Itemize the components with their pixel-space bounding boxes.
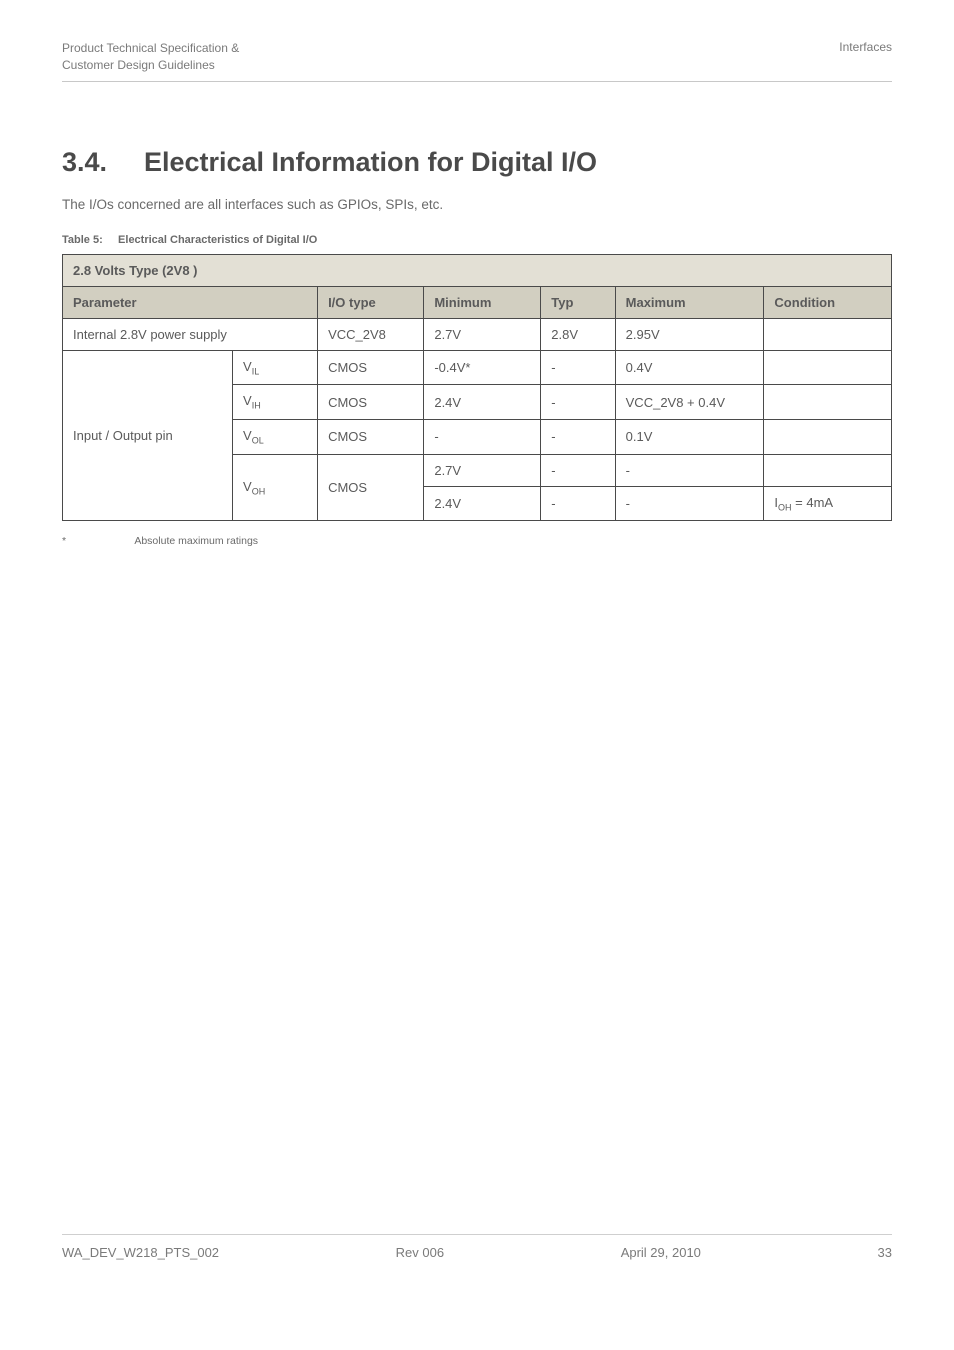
- cell-typ: -: [541, 419, 615, 454]
- cell-iotype: VCC_2V8: [318, 318, 424, 350]
- footnote: * Absolute maximum ratings: [62, 535, 892, 547]
- section-title-text: Electrical Information for Digital I/O: [144, 147, 597, 177]
- col-parameter: Parameter: [63, 286, 318, 318]
- cell-iotype: CMOS: [318, 385, 424, 420]
- col-condition: Condition: [764, 286, 892, 318]
- page-header: Product Technical Specification & Custom…: [62, 40, 892, 82]
- table-row: Input / Output pin VIL CMOS -0.4V* - 0.4…: [63, 350, 892, 385]
- cell-min: -0.4V*: [424, 350, 541, 385]
- cell-min: 2.7V: [424, 454, 541, 486]
- cell-min: 2.4V: [424, 385, 541, 420]
- cell-cond: [764, 385, 892, 420]
- col-typ: Typ: [541, 286, 615, 318]
- cell-iotype: CMOS: [318, 419, 424, 454]
- cell-min: 2.7V: [424, 318, 541, 350]
- section-number: 3.4.: [62, 147, 107, 177]
- cell-symbol: VIH: [233, 385, 318, 420]
- footer-date: April 29, 2010: [621, 1245, 701, 1260]
- footer-revision: Rev 006: [396, 1245, 444, 1260]
- cell-iotype: CMOS: [318, 350, 424, 385]
- intro-paragraph: The I/Os concerned are all interfaces su…: [62, 197, 892, 212]
- col-minimum: Minimum: [424, 286, 541, 318]
- cell-typ: -: [541, 385, 615, 420]
- table-row: Internal 2.8V power supply VCC_2V8 2.7V …: [63, 318, 892, 350]
- cell-cond: IOH = 4mA: [764, 486, 892, 521]
- cell-max: 0.4V: [615, 350, 764, 385]
- cell-typ: 2.8V: [541, 318, 615, 350]
- cell-typ: -: [541, 350, 615, 385]
- section-heading: 3.4. Electrical Information for Digital …: [62, 142, 892, 179]
- cell-iotype: CMOS: [318, 454, 424, 521]
- characteristics-table: 2.8 Volts Type (2V8 ) Parameter I/O type…: [62, 254, 892, 521]
- cell-cond: [764, 350, 892, 385]
- cell-param-group: Input / Output pin: [63, 350, 233, 520]
- cell-max: VCC_2V8 + 0.4V: [615, 385, 764, 420]
- table-caption: Table 5: Electrical Characteristics of D…: [62, 234, 892, 246]
- table-title: 2.8 Volts Type (2V8 ): [63, 254, 892, 286]
- cell-cond: [764, 318, 892, 350]
- cell-min: 2.4V: [424, 486, 541, 521]
- header-right: Interfaces: [839, 40, 892, 75]
- header-left-line1: Product Technical Specification &: [62, 41, 239, 55]
- table-caption-text: Electrical Characteristics of Digital I/…: [118, 234, 317, 246]
- cell-max: 2.95V: [615, 318, 764, 350]
- cell-typ: -: [541, 486, 615, 521]
- cell-symbol: VOL: [233, 419, 318, 454]
- header-left: Product Technical Specification & Custom…: [62, 40, 239, 75]
- header-left-line2: Customer Design Guidelines: [62, 58, 215, 72]
- cell-param: Internal 2.8V power supply: [63, 318, 318, 350]
- cell-symbol: VIL: [233, 350, 318, 385]
- cell-typ: -: [541, 454, 615, 486]
- cell-max: -: [615, 486, 764, 521]
- footer-page-number: 33: [878, 1245, 892, 1260]
- col-maximum: Maximum: [615, 286, 764, 318]
- table-caption-label: Table 5:: [62, 234, 103, 246]
- page-footer: WA_DEV_W218_PTS_002 Rev 006 April 29, 20…: [62, 1234, 892, 1260]
- cell-cond: [764, 454, 892, 486]
- cell-max: -: [615, 454, 764, 486]
- footnote-text: Absolute maximum ratings: [134, 535, 258, 547]
- col-iotype: I/O type: [318, 286, 424, 318]
- cell-max: 0.1V: [615, 419, 764, 454]
- cell-min: -: [424, 419, 541, 454]
- footer-doc-id: WA_DEV_W218_PTS_002: [62, 1245, 219, 1260]
- cell-cond: [764, 419, 892, 454]
- footnote-marker: *: [62, 535, 132, 547]
- cell-symbol: VOH: [233, 454, 318, 521]
